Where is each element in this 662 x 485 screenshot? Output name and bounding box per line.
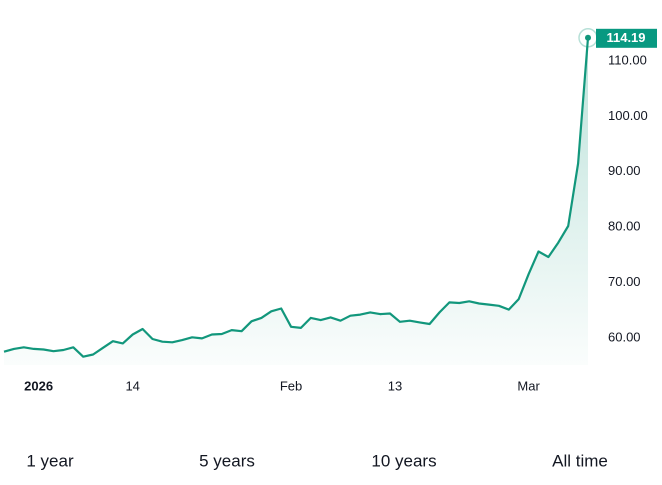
range-button[interactable]: 5 years [199, 451, 255, 470]
y-tick-label: 100.00 [608, 108, 648, 123]
range-button[interactable]: All time [552, 451, 608, 470]
x-tick-label: 13 [388, 378, 402, 393]
area-fill [4, 37, 588, 366]
x-tick-label: 2026 [24, 378, 53, 393]
y-tick-label: 110.00 [608, 52, 647, 67]
x-tick-label: Mar [517, 378, 540, 393]
y-tick-label: 60.00 [608, 329, 641, 344]
y-tick-label: 80.00 [608, 219, 641, 234]
range-button[interactable]: 1 year [26, 451, 74, 470]
price-line [3, 37, 590, 358]
range-button[interactable]: 10 years [371, 451, 436, 470]
last-point [585, 34, 591, 41]
last-value-label: 114.19 [606, 30, 645, 45]
x-tick-label: Feb [280, 378, 302, 393]
y-tick-label: 90.00 [608, 163, 641, 178]
last-value-box [596, 28, 657, 48]
x-tick-label: 14 [125, 378, 139, 393]
y-tick-label: 70.00 [608, 274, 641, 289]
